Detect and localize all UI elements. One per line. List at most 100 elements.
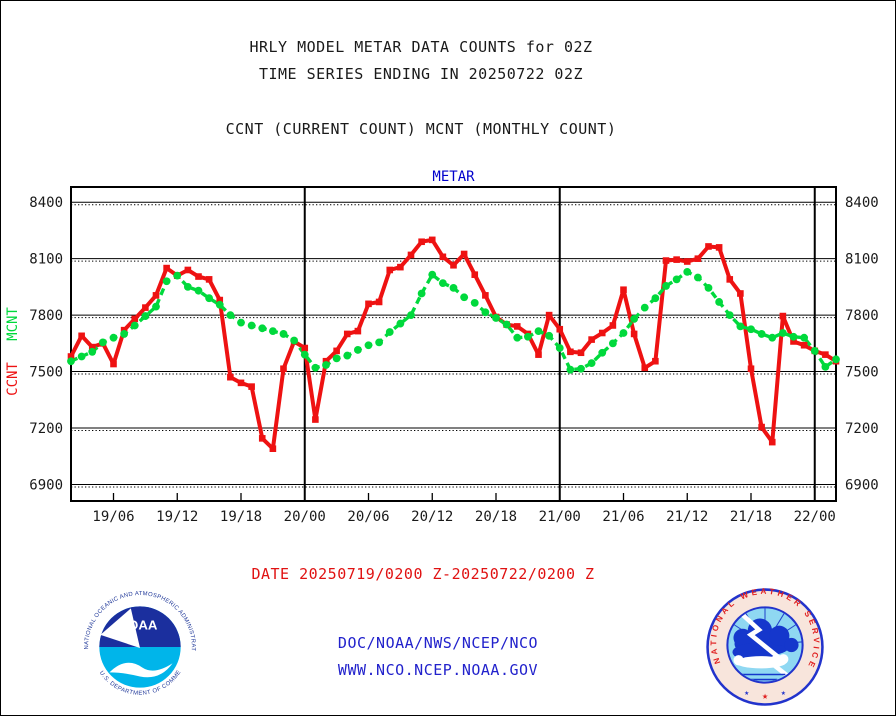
mcnt-marker [300, 350, 309, 359]
ccnt-marker [598, 329, 606, 337]
ccnt-marker [535, 351, 542, 358]
mcnt-marker [821, 362, 830, 371]
ccnt-marker [822, 351, 829, 358]
url-label: WWW.NCO.NCEP.NOAA.GOV [337, 661, 539, 679]
y-axis-label-right: 7200 [845, 421, 879, 437]
mcnt-marker [141, 312, 150, 320]
mcnt-marker [725, 311, 734, 320]
mcnt-marker [88, 347, 97, 356]
x-axis-label: 20/06 [347, 509, 389, 525]
ccnt-marker [694, 255, 702, 262]
ccnt-marker [513, 323, 521, 330]
y-axis-label-right: 8400 [845, 195, 879, 211]
ccnt-marker [142, 304, 149, 311]
ccnt-marker [216, 296, 224, 304]
ccnt-marker [428, 236, 436, 244]
ccnt-marker [758, 423, 765, 431]
mcnt-marker [630, 314, 639, 323]
ccnt-marker [577, 349, 585, 357]
mcnt-marker [109, 333, 118, 342]
ccnt-marker [163, 264, 170, 272]
ccnt-marker [354, 327, 362, 335]
mcnt-marker [587, 359, 596, 367]
y-axis-label-right: 7800 [845, 308, 879, 324]
mcnt-marker [704, 283, 713, 292]
ccnt-marker [418, 238, 425, 246]
mcnt-marker [343, 351, 352, 360]
x-axis-label: 20/18 [475, 509, 517, 525]
mcnt-marker [778, 329, 787, 337]
nws-star-center-icon: ★ [762, 691, 768, 702]
mcnt-marker [130, 321, 139, 330]
mcnt-marker [237, 318, 245, 327]
nws-emblem-art [732, 608, 802, 682]
mcnt-marker [407, 311, 415, 320]
mcnt-marker [513, 333, 522, 342]
mcnt-marker [98, 338, 107, 347]
ccnt-marker [365, 300, 372, 308]
x-axis-label: 19/12 [156, 509, 198, 525]
mcnt-marker [608, 339, 617, 348]
x-axis-label: 21/12 [666, 509, 708, 525]
ccnt-marker [205, 276, 213, 283]
chart-title: METAR [432, 169, 475, 185]
mcnt-marker [470, 298, 479, 307]
mcnt-marker [619, 329, 628, 337]
mcnt-marker [226, 311, 235, 320]
ccnt-marker [545, 311, 553, 319]
noaa-emblem-wedge [100, 608, 140, 649]
ccnt-marker [301, 344, 309, 352]
mcnt-marker [162, 277, 171, 286]
ccnt-marker [683, 258, 691, 265]
noaa-logo: NATIONAL OCEANIC AND ATMOSPHERIC ADMINIS… [79, 585, 199, 706]
ccnt-marker [715, 244, 723, 251]
mcnt-marker [832, 355, 840, 364]
ccnt-marker [269, 445, 277, 452]
mcnt-marker [332, 354, 341, 363]
ccnt-marker [386, 266, 394, 274]
ccnt-marker [375, 298, 383, 306]
y-axis-label-left: 8400 [29, 195, 63, 211]
mcnt-marker [555, 344, 564, 352]
y-axis-label-right: 6900 [845, 477, 879, 493]
nws-lightning-icon [732, 608, 795, 682]
mcnt-marker [577, 364, 585, 373]
mcnt-marker [364, 341, 373, 350]
mcnt-marker [566, 365, 575, 374]
ccnt-marker [652, 357, 659, 365]
mcnt-marker [768, 333, 777, 342]
ccnt-marker [800, 341, 808, 349]
x-axis-label: 22/00 [794, 509, 836, 525]
mcnt-marker [67, 357, 75, 366]
y-axis-label-left: 7200 [29, 421, 63, 437]
mcnt-marker [693, 273, 702, 282]
x-axis-label: 21/18 [730, 509, 772, 525]
x-axis-label: 21/00 [539, 509, 581, 525]
mcnt-marker [747, 325, 755, 334]
ccnt-marker [768, 438, 776, 446]
ccnt-marker [662, 257, 670, 264]
mcnt-marker [534, 327, 543, 336]
mcnt-marker [194, 286, 203, 295]
ccnt-marker [110, 360, 117, 368]
noaa-center-text: NOAA [119, 618, 158, 633]
org-label: DOC/NOAA/NWS/NCEP/NCO [337, 634, 539, 652]
ccnt-marker [556, 325, 564, 333]
mcnt-marker [385, 328, 394, 336]
ccnt-marker [397, 263, 404, 271]
ccnt-marker [280, 365, 287, 373]
mcnt-marker [640, 303, 649, 312]
mcnt-marker [757, 330, 766, 338]
ccnt-marker [673, 256, 680, 263]
mcnt-marker [268, 327, 277, 336]
mcnt-marker [492, 314, 500, 322]
y-axis-label-left: 8100 [29, 252, 63, 268]
x-axis-label: 20/00 [284, 509, 326, 525]
page-title-line2: TIME SERIES ENDING IN 20250722 02Z [258, 65, 584, 83]
mcnt-marker [715, 298, 724, 306]
mcnt-marker [247, 321, 256, 330]
mcnt-marker [183, 283, 192, 291]
ccnt-marker [439, 253, 447, 261]
ccnt-marker [184, 266, 192, 274]
